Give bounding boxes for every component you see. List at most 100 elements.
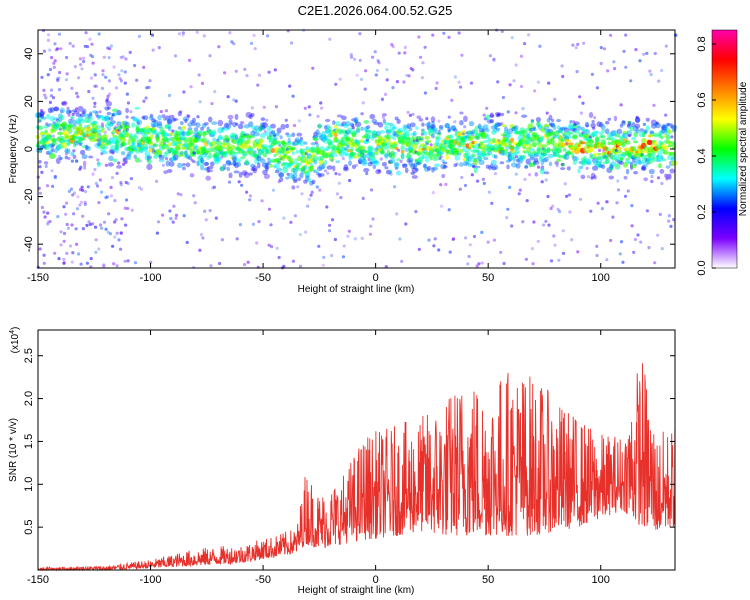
spectrogram-cell [372, 164, 376, 170]
spectrogram-cell [167, 142, 173, 147]
spectrogram-cell [474, 165, 481, 169]
spectrogram-cell [459, 111, 464, 115]
spectrogram-cell [472, 158, 479, 165]
spectrogram-cell [600, 124, 606, 131]
spectrogram-cell [250, 125, 256, 130]
spectrogram-noise [404, 222, 408, 226]
spectrogram-noise [62, 261, 66, 266]
spectrogram-noise [212, 185, 216, 189]
spectrogram-cell [116, 121, 122, 126]
spectrogram-noise [664, 113, 668, 117]
spectrogram-cell [486, 119, 493, 124]
spectrogram-noise [124, 223, 128, 227]
spectrogram-noise [525, 199, 529, 203]
spectrogram-cell [232, 156, 237, 163]
spectrogram-noise [125, 92, 129, 96]
spectrogram-cell [436, 132, 442, 136]
spectrogram-cell [540, 135, 545, 139]
spectrogram-noise [612, 60, 616, 64]
spectrogram-noise [85, 261, 89, 265]
spectrogram-cell [324, 159, 328, 166]
spectrogram-noise [240, 183, 244, 187]
spectrogram-cell [394, 146, 399, 151]
spectrogram-noise [84, 31, 88, 35]
spectrogram-cell [351, 164, 357, 170]
spectrogram-cell [590, 172, 596, 179]
spectrogram-noise [78, 57, 82, 61]
spectrogram-cell [147, 158, 152, 165]
spectrogram-noise [576, 42, 580, 47]
spectrogram-noise [492, 58, 496, 62]
spectrogram-cell [392, 136, 397, 141]
spectrogram-cell [38, 159, 42, 164]
spectrogram-cell [183, 154, 189, 159]
spectrogram-noise [496, 80, 500, 84]
spectrogram-noise [645, 51, 649, 56]
spectrogram-cell [460, 129, 467, 137]
spectrogram-noise [70, 260, 74, 264]
spectrogram-cell [233, 151, 240, 155]
spectrogram-cell [542, 158, 547, 163]
spectrogram-noise [47, 33, 51, 37]
spectrogram-cell [499, 112, 505, 117]
spectrogram-noise [536, 80, 541, 84]
spectrogram-noise [113, 235, 117, 239]
spectrogram-noise [74, 227, 78, 231]
spectrogram-noise [420, 76, 424, 80]
spectrogram-cell [478, 159, 485, 165]
spectrogram-cell [577, 168, 581, 174]
spectrogram-cell [226, 137, 231, 143]
spectrogram-cell [43, 124, 49, 129]
spectrogram-cell [262, 169, 268, 175]
spectrogram-noise [482, 181, 486, 185]
spectrogram-cell [521, 129, 528, 135]
spectrogram-cell [396, 119, 401, 124]
snr-x-tick-label: -150 [27, 574, 49, 586]
spectrogram-noise [128, 50, 132, 55]
spectrogram-noise [100, 122, 104, 126]
spectrogram-cell [566, 166, 571, 171]
spectrogram-cell [372, 130, 377, 134]
spectrogram-noise [249, 41, 254, 46]
spectrogram-noise [521, 107, 525, 111]
spectrogram-noise [361, 101, 365, 105]
spectrogram-noise [358, 58, 362, 63]
spectrogram-cell [494, 154, 498, 159]
spectrogram-noise [198, 248, 202, 252]
spectrogram-cell [398, 127, 403, 133]
spectrogram-cell [521, 114, 528, 118]
spectrogram-noise [459, 85, 463, 89]
spectrogram-noise [393, 185, 397, 189]
spectrogram-cell [61, 100, 68, 106]
spectrogram-cell [431, 167, 435, 173]
spectrogram-cell [620, 153, 627, 157]
spectrogram-cell [345, 120, 351, 127]
spectrogram-cell [454, 155, 461, 161]
spectrogram-cell [195, 122, 201, 128]
spectrogram-cell [535, 117, 542, 123]
spectrogram-cell [489, 119, 495, 124]
spectrogram-cell [348, 160, 352, 167]
spectrogram-noise [119, 55, 123, 60]
spectrogram-cell [57, 131, 64, 136]
spectrogram-cell [646, 139, 653, 145]
spectrogram-noise [51, 149, 55, 153]
spectrogram-noise [235, 237, 239, 241]
spectrogram-noise [590, 176, 594, 180]
spectrogram-cell [313, 169, 318, 173]
spectrogram-noise [277, 255, 281, 260]
spectrogram-noise [85, 45, 90, 49]
spectrogram-cell [663, 150, 669, 155]
spectrogram-cell [432, 127, 438, 132]
spectrogram-cell [624, 140, 631, 145]
spectrogram-noise [630, 204, 634, 208]
spectrogram-cell [560, 162, 565, 167]
spectrogram-cell [152, 143, 159, 148]
spectrogram-noise [540, 180, 544, 184]
spectrogram-cell [224, 152, 228, 158]
spectrogram-noise [328, 223, 332, 227]
spectrogram-cell [178, 141, 182, 145]
spectrogram-noise [56, 78, 60, 82]
spectrogram-noise [94, 84, 98, 88]
